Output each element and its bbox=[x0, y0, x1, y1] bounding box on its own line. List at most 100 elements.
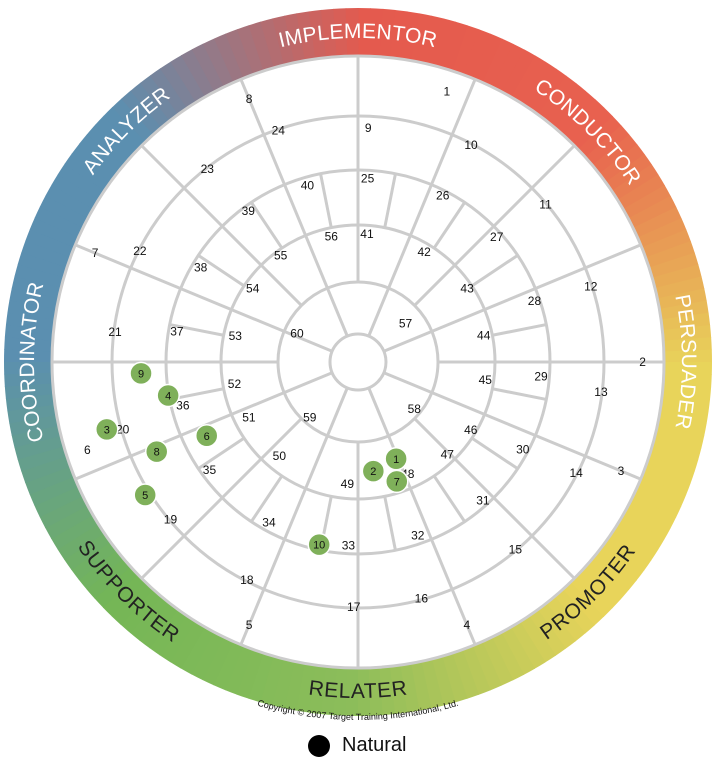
ring-segment bbox=[86, 124, 131, 166]
ring-segment bbox=[4, 349, 53, 362]
grid-spoke bbox=[197, 254, 245, 288]
ring-segment bbox=[519, 615, 556, 663]
ring-segment bbox=[622, 505, 671, 540]
ring-segment bbox=[64, 532, 111, 571]
plot-point-marker bbox=[129, 361, 153, 386]
plot-point-label: 9 bbox=[138, 368, 144, 380]
ring-segment bbox=[577, 566, 622, 609]
plot-point-marker bbox=[385, 469, 409, 494]
ring-segment bbox=[17, 445, 67, 472]
cell-number: 23 bbox=[201, 162, 215, 176]
style-label-relater: RELATER bbox=[307, 676, 408, 703]
cell-number: 45 bbox=[479, 373, 493, 387]
plot-point-marker bbox=[307, 532, 331, 557]
ring-segment bbox=[432, 18, 457, 69]
ring-segment bbox=[482, 38, 514, 88]
cell-number: 39 bbox=[242, 204, 256, 218]
ring-segment bbox=[585, 558, 630, 600]
ring-segment bbox=[345, 8, 359, 57]
ring-segment bbox=[45, 184, 94, 219]
ring-segment bbox=[225, 29, 254, 79]
plot-point-label: 10 bbox=[313, 540, 325, 552]
cell-number: 20 bbox=[116, 422, 130, 436]
ring-segment bbox=[661, 312, 711, 331]
grid-spoke bbox=[471, 254, 519, 288]
ring-segment bbox=[296, 11, 316, 61]
ring-segment bbox=[520, 61, 557, 109]
ring-segment bbox=[120, 589, 162, 634]
ring-segment bbox=[39, 195, 89, 228]
ring-segment bbox=[611, 524, 659, 561]
cell-number: 33 bbox=[342, 538, 356, 552]
cell-number: 47 bbox=[441, 447, 455, 461]
ring-segment bbox=[654, 425, 705, 449]
ring-segment bbox=[34, 485, 83, 518]
cell-number: 52 bbox=[228, 377, 242, 391]
cell-number: 34 bbox=[262, 516, 276, 530]
ring-segment bbox=[57, 523, 105, 560]
cell-number: 38 bbox=[194, 260, 208, 274]
plot-point-marker bbox=[156, 383, 180, 408]
cell-number: 42 bbox=[418, 245, 432, 259]
grid-spoke bbox=[413, 417, 576, 580]
grid-spoke bbox=[367, 387, 477, 646]
ring-segment bbox=[562, 98, 605, 143]
cell-number: 6 bbox=[84, 443, 91, 457]
cell-number: 14 bbox=[569, 466, 583, 480]
ring-segment bbox=[663, 337, 712, 352]
ring-segment bbox=[86, 558, 131, 599]
cell-number: 29 bbox=[534, 369, 548, 383]
grid-spoke bbox=[413, 144, 576, 307]
ring-segment bbox=[140, 75, 179, 121]
ring-segment bbox=[7, 299, 57, 320]
ring-segment bbox=[599, 144, 645, 183]
ring-segment bbox=[357, 667, 371, 716]
plot-point: 10 bbox=[307, 532, 331, 557]
ring-segment bbox=[345, 667, 358, 716]
ring-segment bbox=[529, 68, 567, 115]
cell-number: 43 bbox=[460, 281, 474, 295]
ring-segment bbox=[121, 90, 162, 135]
ring-segment bbox=[102, 574, 146, 617]
ring-segment bbox=[570, 107, 614, 150]
ring-segment bbox=[248, 652, 274, 703]
ring-segment bbox=[645, 240, 695, 268]
cell-number: 36 bbox=[176, 399, 190, 413]
ring-segment bbox=[660, 393, 711, 412]
ring-segment bbox=[112, 98, 154, 142]
ring-segment bbox=[442, 21, 468, 72]
ring-segment bbox=[159, 615, 196, 663]
cell-number: 32 bbox=[411, 529, 425, 543]
ring-segment bbox=[29, 217, 79, 248]
grid-spoke bbox=[383, 496, 397, 551]
ring-segment bbox=[11, 275, 62, 299]
ring-segment bbox=[554, 589, 595, 634]
ring-segment bbox=[308, 664, 327, 715]
ring-segment bbox=[14, 435, 64, 460]
grid-spoke bbox=[239, 78, 349, 337]
ring-segment bbox=[71, 541, 117, 580]
cell-number: 17 bbox=[347, 600, 361, 614]
ring-segment bbox=[511, 55, 547, 103]
ring-segment bbox=[202, 636, 234, 686]
cell-number: 27 bbox=[490, 230, 504, 244]
cell-number: 28 bbox=[528, 294, 542, 308]
ring-segment bbox=[623, 185, 671, 219]
plot-point-label: 4 bbox=[165, 390, 171, 402]
ring-segment bbox=[633, 206, 682, 239]
ring-segment bbox=[501, 627, 535, 675]
ring-segment bbox=[169, 621, 205, 669]
ring-segment bbox=[648, 446, 699, 472]
ring-segment bbox=[45, 505, 93, 539]
plot-point: 9 bbox=[129, 361, 153, 386]
ring-segment bbox=[452, 25, 480, 75]
ring-segment bbox=[57, 163, 105, 200]
ring-segment bbox=[295, 663, 316, 713]
ring-segment bbox=[358, 8, 371, 57]
grid-spoke bbox=[492, 323, 547, 337]
grid-spoke bbox=[492, 387, 547, 401]
plot-point: 5 bbox=[133, 483, 157, 507]
cell-number: 54 bbox=[246, 281, 260, 295]
ring-segment bbox=[554, 90, 596, 135]
